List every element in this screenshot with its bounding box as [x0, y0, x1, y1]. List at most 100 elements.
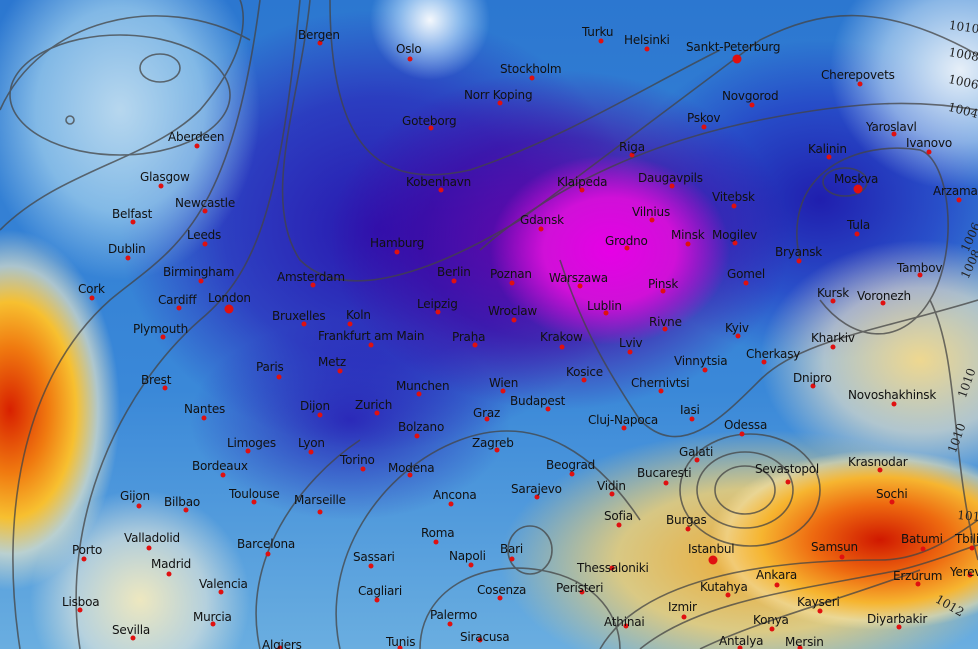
city-marker: [743, 280, 749, 286]
city-marker: [810, 383, 816, 389]
city-label: Palermo: [430, 608, 478, 622]
city-marker: [202, 241, 208, 247]
city-label: Belfast: [112, 207, 153, 221]
city-label: Brest: [141, 373, 172, 387]
city-label: Napoli: [449, 549, 486, 563]
city-marker: [857, 81, 863, 87]
city-label: Goteborg: [402, 114, 457, 128]
city-marker: [663, 480, 669, 486]
city-label: Peristeri: [556, 581, 604, 595]
city-label: Beograd: [546, 458, 596, 472]
city-label: Grodno: [605, 234, 648, 248]
city-marker: [579, 589, 585, 595]
city-label: Daugavpils: [638, 171, 703, 185]
city-label: Mersin: [785, 635, 824, 649]
city-label: Metz: [318, 355, 346, 369]
city-label: Madrid: [151, 557, 192, 571]
city-label: Pskov: [687, 111, 721, 125]
city-marker: [374, 410, 380, 416]
city-label: Dnipro: [793, 371, 832, 385]
city-label: Algiers: [262, 638, 302, 649]
city-label: Gdansk: [520, 213, 564, 227]
city-marker: [433, 539, 439, 545]
city-marker: [735, 333, 741, 339]
city-marker: [472, 342, 478, 348]
city-label: Gijon: [120, 489, 150, 503]
city-label: Cherkasy: [746, 347, 801, 361]
city-marker: [484, 416, 490, 422]
city-label: Ivanovo: [906, 136, 952, 150]
city-marker: [644, 46, 650, 52]
city-marker: [891, 131, 897, 137]
city-marker: [969, 545, 975, 551]
city-marker: [649, 217, 655, 223]
city-label: Praha: [452, 330, 486, 344]
city-marker: [854, 231, 860, 237]
city-marker: [749, 102, 755, 108]
city-label: Porto: [72, 543, 103, 557]
isobar: [822, 167, 868, 197]
city-label: Istanbul: [688, 542, 735, 556]
city-label: Sochi: [876, 487, 908, 501]
city-marker: [277, 645, 283, 649]
city-label: Yerevan: [950, 565, 978, 579]
city-marker: [660, 288, 666, 294]
isobar: [335, 430, 641, 649]
city-marker: [967, 572, 973, 578]
city-label: Ankara: [756, 568, 797, 582]
city-marker: [368, 342, 374, 348]
city-marker: [360, 466, 366, 472]
city-marker: [509, 280, 515, 286]
city-marker: [337, 368, 343, 374]
city-label: Poznan: [490, 267, 532, 281]
city-label: Kalinin: [808, 142, 847, 156]
city-marker: [609, 565, 615, 571]
city-marker: [662, 326, 668, 332]
isobar: [281, 0, 978, 282]
isobar: [714, 465, 776, 515]
city-label: Torino: [340, 453, 375, 467]
city-label: Samsun: [811, 540, 858, 554]
isobar: [139, 53, 181, 83]
city-label: Sassari: [353, 550, 395, 564]
city-marker: [579, 187, 585, 193]
city-marker: [407, 472, 413, 478]
city-label: Kutahya: [700, 580, 748, 594]
city-marker: [702, 367, 708, 373]
city-marker: [176, 305, 182, 311]
city-marker: [920, 546, 926, 552]
city-label: Dijon: [300, 399, 330, 413]
city-marker: [956, 197, 962, 203]
city-marker: [245, 448, 251, 454]
city-label: Wroclaw: [488, 304, 538, 318]
isobar: [559, 259, 978, 438]
city-marker: [581, 377, 587, 383]
city-label: Turku: [582, 25, 614, 39]
city-label: London: [208, 291, 251, 305]
city-marker: [438, 187, 444, 193]
city-label: Athinai: [604, 615, 645, 629]
city-marker: [529, 75, 535, 81]
city-marker: [685, 526, 691, 532]
city-label: Krakow: [540, 330, 583, 344]
city-marker: [347, 321, 353, 327]
city-label: Vidin: [597, 479, 626, 493]
city-label: Yaroslavl: [866, 120, 917, 134]
city-label: Novoshakhinsk: [848, 388, 937, 402]
city-label: Sankt-Peterburg: [686, 40, 781, 54]
city-label: Minsk: [671, 228, 705, 242]
city-marker: [500, 388, 506, 394]
city-label: Hamburg: [370, 236, 425, 250]
city-label: Galati: [679, 445, 714, 459]
city-label: Rivne: [649, 315, 682, 329]
city-label: Chernivtsi: [631, 376, 690, 390]
city-label: Iasi: [680, 403, 700, 417]
city-label: Kyiv: [725, 321, 749, 335]
city-marker: [166, 571, 172, 577]
city-marker: [839, 554, 845, 560]
city-label: Munchen: [396, 379, 450, 393]
city-marker: [559, 344, 565, 350]
city-marker: [447, 621, 453, 627]
city-marker: [629, 152, 635, 158]
city-marker: [785, 479, 791, 485]
